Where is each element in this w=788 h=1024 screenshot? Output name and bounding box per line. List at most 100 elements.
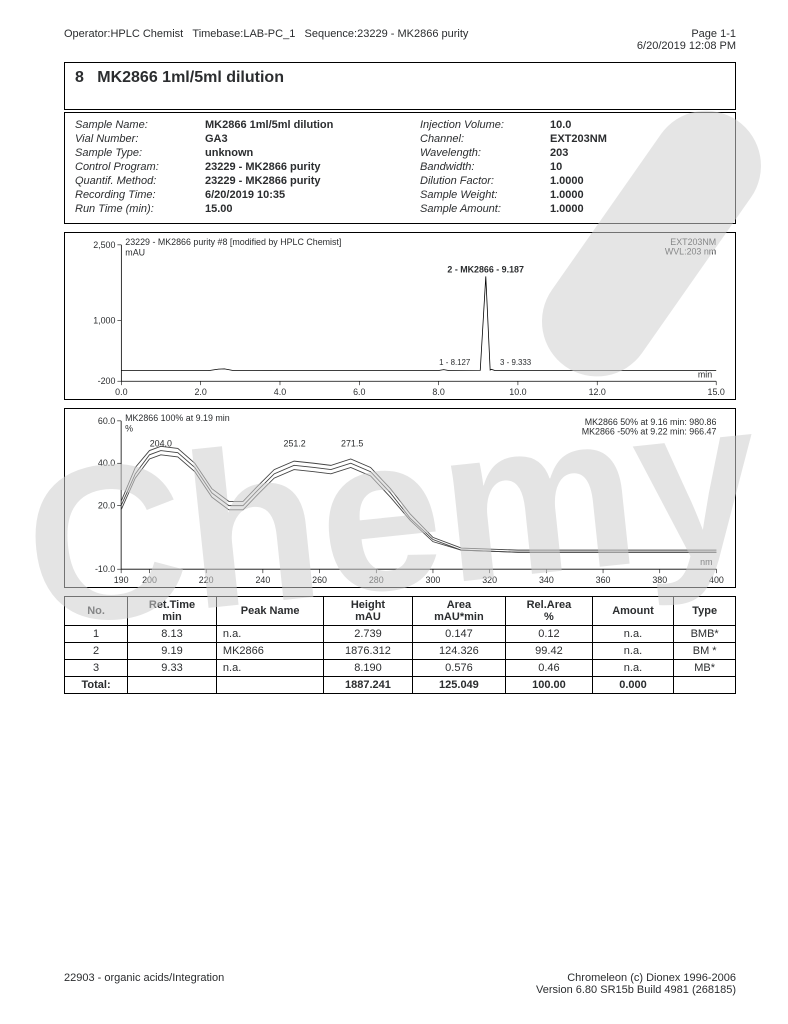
svg-text:WVL:203 nm: WVL:203 nm <box>665 247 716 257</box>
table-cell: 0.12 <box>506 626 592 643</box>
header-left: Operator:HPLC Chemist Timebase:LAB-PC_1 … <box>64 28 468 40</box>
meta-label: Quantif. Method: <box>75 175 205 187</box>
meta-label: Recording Time: <box>75 189 205 201</box>
footer-copyright: Chromeleon (c) Dionex 1996-2006 <box>536 972 736 984</box>
svg-text:4.0: 4.0 <box>274 387 286 397</box>
meta-row: Recording Time:6/20/2019 10:35 <box>75 189 380 201</box>
meta-value: 23229 - MK2866 purity <box>205 175 380 187</box>
meta-value: 10.0 <box>550 119 725 131</box>
svg-text:8.0: 8.0 <box>432 387 444 397</box>
page-number: Page 1-1 <box>637 28 736 40</box>
svg-text:-200: -200 <box>98 376 116 386</box>
meta-row: Channel:EXT203NM <box>420 133 725 145</box>
title-text: MK2866 1ml/5ml dilution <box>97 69 284 86</box>
svg-text:340: 340 <box>539 575 554 585</box>
table-cell: n.a. <box>216 626 323 643</box>
svg-text:260: 260 <box>312 575 327 585</box>
table-cell: n.a. <box>592 626 674 643</box>
col-header: AreamAU*min <box>412 597 506 626</box>
table-cell: n.a. <box>216 660 323 677</box>
svg-text:1 - 8.127: 1 - 8.127 <box>439 358 470 367</box>
meta-value: 1.0000 <box>550 175 725 187</box>
meta-label: Sample Name: <box>75 119 205 131</box>
svg-text:204.0: 204.0 <box>150 438 172 448</box>
meta-label: Run Time (min): <box>75 203 205 215</box>
svg-text:MK2866 100% at 9.19 min: MK2866 100% at 9.19 min <box>125 413 230 423</box>
svg-text:6.0: 6.0 <box>353 387 365 397</box>
svg-text:3 - 9.333: 3 - 9.333 <box>500 358 532 367</box>
svg-text:MK2866 50% at 9.16 min: 980.8: MK2866 50% at 9.16 min: 980.86 <box>585 417 717 427</box>
svg-text:200: 200 <box>142 575 157 585</box>
timebase-label: Timebase: <box>192 28 243 40</box>
table-cell: MK2866 <box>216 643 323 660</box>
sequence-value: 23229 - MK2866 purity <box>357 28 468 40</box>
meta-value: GA3 <box>205 133 380 145</box>
table-cell: 0.46 <box>506 660 592 677</box>
table-cell: BMB* <box>674 626 736 643</box>
table-cell <box>674 677 736 694</box>
svg-text:320: 320 <box>482 575 497 585</box>
svg-text:10.0: 10.0 <box>509 387 526 397</box>
meta-row: Run Time (min):15.00 <box>75 203 380 215</box>
table-cell: 0.576 <box>412 660 506 677</box>
meta-row: Sample Amount:1.0000 <box>420 203 725 215</box>
meta-value: MK2866 1ml/5ml dilution <box>205 119 380 131</box>
meta-row: Sample Weight:1.0000 <box>420 189 725 201</box>
meta-value: EXT203NM <box>550 133 725 145</box>
page-datetime: 6/20/2019 12:08 PM <box>637 40 736 52</box>
svg-text:12.0: 12.0 <box>589 387 606 397</box>
metadata-right-column: Injection Volume:10.0Channel:EXT203NMWav… <box>420 119 725 217</box>
timebase-value: LAB-PC_1 <box>243 28 295 40</box>
table-cell: 99.42 <box>506 643 592 660</box>
peak-table: No.Ret.TimeminPeak NameHeightmAUAreamAU*… <box>64 596 736 694</box>
footer-left: 22903 - organic acids/Integration <box>64 972 224 996</box>
table-cell: 2.739 <box>324 626 412 643</box>
svg-text:23229 - MK2866 purity #8 [modi: 23229 - MK2866 purity #8 [modified by HP… <box>125 237 341 247</box>
chromatogram-chart: 23229 - MK2866 purity #8 [modified by HP… <box>64 232 736 400</box>
col-header: Type <box>674 597 736 626</box>
meta-label: Bandwidth: <box>420 161 550 173</box>
svg-text:15.0: 15.0 <box>708 387 725 397</box>
table-row: 29.19MK28661876.312124.32699.42n.a.BM * <box>65 643 736 660</box>
svg-text:300: 300 <box>426 575 441 585</box>
col-header: No. <box>65 597 128 626</box>
meta-row: Control Program:23229 - MK2866 purity <box>75 161 380 173</box>
report-title: 8 MK2866 1ml/5ml dilution <box>75 69 725 87</box>
meta-label: Sample Weight: <box>420 189 550 201</box>
col-header: Ret.Timemin <box>128 597 217 626</box>
meta-value: 23229 - MK2866 purity <box>205 161 380 173</box>
svg-text:60.0: 60.0 <box>98 416 115 426</box>
table-cell: 0.000 <box>592 677 674 694</box>
svg-text:1,000: 1,000 <box>93 316 115 326</box>
svg-text:-10.0: -10.0 <box>95 564 115 574</box>
svg-text:380: 380 <box>652 575 667 585</box>
svg-text:2.0: 2.0 <box>194 387 206 397</box>
svg-text:EXT203NM: EXT203NM <box>670 237 716 247</box>
table-cell: Total: <box>65 677 128 694</box>
table-cell <box>216 677 323 694</box>
meta-value: 15.00 <box>205 203 380 215</box>
table-cell: 1 <box>65 626 128 643</box>
metadata-box: Sample Name:MK2866 1ml/5ml dilutionVial … <box>64 112 736 224</box>
table-row: 18.13n.a.2.7390.1470.12n.a.BMB* <box>65 626 736 643</box>
svg-text:2 - MK2866 - 9.187: 2 - MK2866 - 9.187 <box>447 264 524 274</box>
svg-text:271.5: 271.5 <box>341 438 363 448</box>
col-header: Amount <box>592 597 674 626</box>
table-cell: 1876.312 <box>324 643 412 660</box>
meta-label: Channel: <box>420 133 550 145</box>
meta-row: Quantif. Method:23229 - MK2866 purity <box>75 175 380 187</box>
table-cell: 124.326 <box>412 643 506 660</box>
meta-label: Control Program: <box>75 161 205 173</box>
svg-text:mAU: mAU <box>125 248 145 258</box>
meta-value: 203 <box>550 147 725 159</box>
table-cell: 8.13 <box>128 626 217 643</box>
table-row: 39.33n.a.8.1900.5760.46n.a.MB* <box>65 660 736 677</box>
table-cell: 0.147 <box>412 626 506 643</box>
svg-text:40.0: 40.0 <box>98 458 115 468</box>
svg-text:190: 190 <box>114 575 129 585</box>
meta-label: Sample Amount: <box>420 203 550 215</box>
title-box: 8 MK2866 1ml/5ml dilution <box>64 62 736 110</box>
table-cell: 1887.241 <box>324 677 412 694</box>
meta-label: Injection Volume: <box>420 119 550 131</box>
meta-row: Dilution Factor:1.0000 <box>420 175 725 187</box>
